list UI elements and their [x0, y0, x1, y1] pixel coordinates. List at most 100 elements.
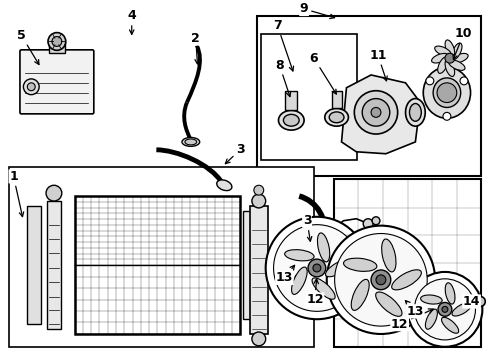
Ellipse shape	[185, 139, 197, 145]
Circle shape	[313, 264, 321, 272]
Ellipse shape	[445, 60, 455, 76]
Ellipse shape	[295, 274, 303, 279]
Ellipse shape	[329, 112, 344, 123]
Ellipse shape	[217, 180, 232, 190]
Circle shape	[335, 234, 427, 326]
Ellipse shape	[423, 67, 470, 118]
Circle shape	[372, 217, 380, 225]
Bar	[74, 196, 240, 334]
Ellipse shape	[292, 267, 307, 294]
Text: 3: 3	[225, 143, 245, 164]
Ellipse shape	[285, 249, 314, 261]
Bar	[261, 33, 357, 159]
Ellipse shape	[435, 46, 451, 57]
Ellipse shape	[452, 303, 471, 316]
Text: 12: 12	[391, 309, 433, 330]
Ellipse shape	[452, 43, 462, 59]
Ellipse shape	[406, 99, 425, 126]
Circle shape	[27, 83, 35, 91]
Text: 13: 13	[405, 301, 424, 318]
Circle shape	[443, 112, 451, 120]
Circle shape	[273, 225, 360, 311]
Bar	[257, 16, 481, 176]
Circle shape	[371, 107, 381, 117]
Bar	[9, 167, 314, 347]
Circle shape	[363, 219, 373, 229]
Circle shape	[408, 272, 482, 347]
Bar	[243, 211, 253, 319]
Ellipse shape	[351, 279, 369, 310]
Text: 6: 6	[310, 52, 336, 94]
Bar	[250, 206, 268, 334]
Circle shape	[46, 185, 62, 201]
Circle shape	[48, 33, 66, 50]
Circle shape	[308, 259, 326, 277]
Circle shape	[252, 194, 266, 208]
Circle shape	[381, 247, 391, 257]
Circle shape	[426, 77, 434, 85]
Ellipse shape	[438, 57, 448, 73]
Ellipse shape	[445, 40, 455, 57]
Ellipse shape	[318, 233, 330, 262]
FancyBboxPatch shape	[20, 50, 94, 114]
Ellipse shape	[432, 53, 448, 63]
Ellipse shape	[343, 258, 377, 271]
Text: 10: 10	[453, 27, 472, 59]
Ellipse shape	[451, 53, 468, 63]
Ellipse shape	[392, 270, 421, 290]
Ellipse shape	[449, 60, 465, 70]
PathPatch shape	[342, 75, 420, 154]
Circle shape	[442, 306, 448, 312]
Bar	[334, 179, 481, 347]
Circle shape	[376, 275, 386, 285]
Ellipse shape	[292, 272, 306, 282]
Text: 1: 1	[9, 170, 24, 217]
Circle shape	[254, 185, 264, 195]
Bar	[27, 206, 41, 324]
Ellipse shape	[312, 278, 335, 299]
Circle shape	[371, 270, 391, 290]
Ellipse shape	[283, 114, 299, 126]
Text: 12: 12	[306, 279, 324, 306]
Circle shape	[362, 99, 390, 126]
Text: 8: 8	[275, 59, 291, 96]
Ellipse shape	[382, 239, 396, 272]
Circle shape	[415, 279, 475, 340]
Circle shape	[266, 217, 368, 319]
Bar	[47, 201, 61, 329]
Ellipse shape	[420, 295, 442, 304]
Text: 7: 7	[273, 19, 294, 71]
Circle shape	[445, 53, 455, 63]
Bar	[332, 91, 342, 108]
Ellipse shape	[445, 283, 455, 304]
Ellipse shape	[325, 108, 348, 126]
Ellipse shape	[278, 111, 304, 130]
Circle shape	[24, 79, 39, 95]
Circle shape	[438, 302, 452, 316]
Ellipse shape	[410, 104, 421, 121]
Circle shape	[354, 91, 398, 134]
Ellipse shape	[376, 292, 402, 316]
Bar	[49, 41, 65, 53]
Circle shape	[390, 251, 398, 259]
Circle shape	[437, 83, 457, 103]
Ellipse shape	[433, 78, 461, 107]
Bar	[285, 91, 297, 111]
Text: 5: 5	[17, 29, 39, 64]
Text: 11: 11	[369, 49, 387, 81]
Text: 13: 13	[276, 265, 294, 284]
Ellipse shape	[441, 317, 459, 333]
Ellipse shape	[182, 138, 200, 147]
Circle shape	[460, 77, 468, 85]
Text: 2: 2	[192, 32, 200, 64]
Circle shape	[252, 332, 266, 346]
Circle shape	[475, 297, 485, 306]
Text: 4: 4	[127, 9, 136, 34]
Ellipse shape	[325, 259, 352, 277]
Circle shape	[52, 37, 62, 46]
Text: 14: 14	[463, 295, 480, 308]
Circle shape	[327, 226, 435, 334]
Ellipse shape	[425, 309, 438, 329]
Text: 3: 3	[303, 214, 312, 241]
Text: 9: 9	[300, 3, 335, 19]
